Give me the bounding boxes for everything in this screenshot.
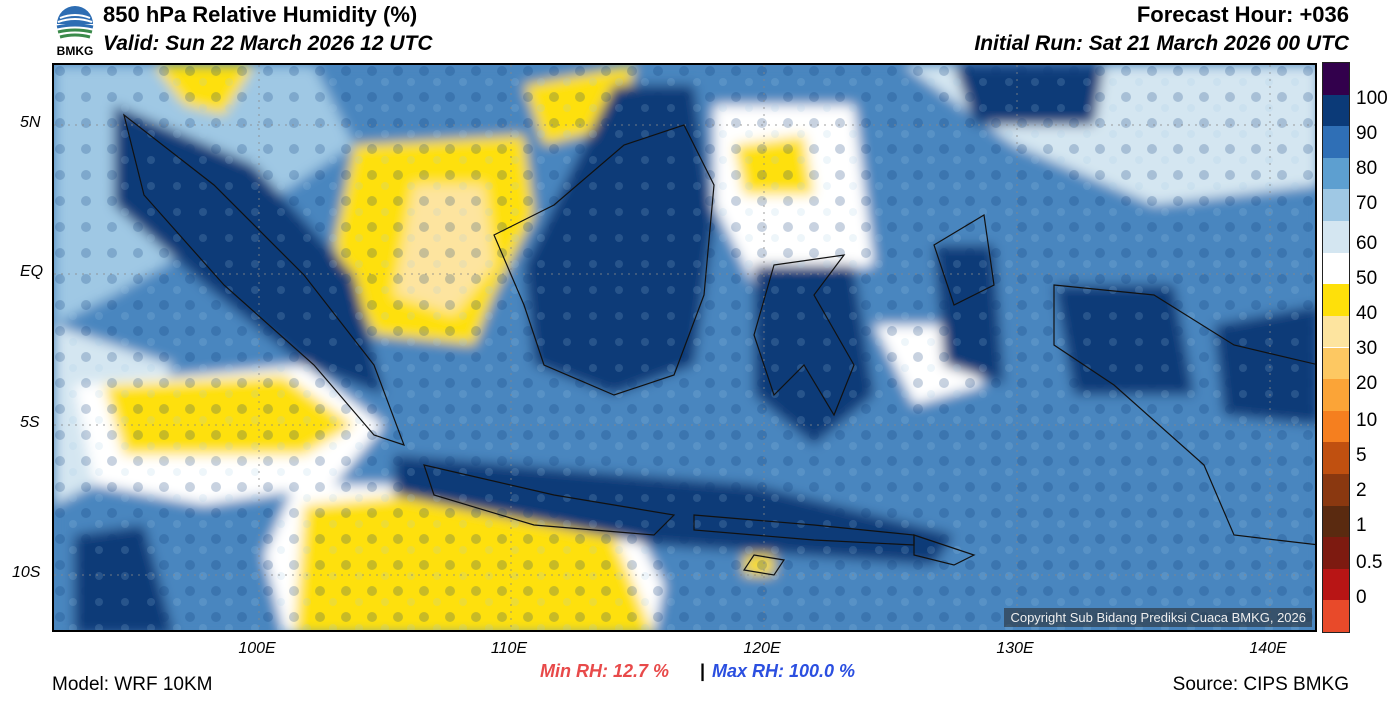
minmax-separator: | — [700, 661, 706, 681]
colorbar-segment — [1323, 284, 1349, 316]
lat-tick-5n: 5N — [20, 114, 41, 131]
copyright-notice: Copyright Sub Bidang Prediksi Cuaca BMKG… — [1004, 608, 1312, 627]
colorbar-segment — [1323, 600, 1349, 632]
lat-tick-5s: 5S — [20, 414, 40, 431]
colorbar-segment — [1323, 379, 1349, 411]
colorbar-label: 90 — [1356, 123, 1378, 144]
min-rh: Min RH: 12.7 % — [540, 661, 670, 681]
lon-tick-110e: 110E — [490, 640, 528, 657]
colorbar-segment — [1323, 537, 1349, 569]
lon-tick-140e: 140E — [1249, 640, 1287, 657]
colorbar-segment — [1323, 157, 1349, 190]
max-rh: Max RH: 100.0 % — [712, 661, 856, 681]
colorbar-label: 40 — [1356, 303, 1378, 324]
valid-time: Valid: Sun 22 March 2026 12 UTC — [103, 32, 433, 55]
colorbar-label: 50 — [1356, 268, 1378, 289]
colorbar-label: 5 — [1356, 445, 1367, 466]
colorbar-segment — [1323, 315, 1349, 348]
colorbar-label: 30 — [1356, 338, 1378, 359]
lat-tick-eq: EQ — [20, 263, 44, 280]
logo-text: BMKG — [56, 44, 94, 58]
colorbar-label: 60 — [1356, 233, 1378, 254]
lat-lon-grid — [54, 65, 1315, 630]
colorbar-segment — [1323, 189, 1349, 222]
colorbar-label: 0.5 — [1356, 552, 1383, 573]
colorbar-segment — [1323, 505, 1349, 538]
forecast-hour: Forecast Hour: +036 — [1136, 2, 1349, 27]
colorbar-label: 1 — [1356, 515, 1367, 536]
colorbar-segment — [1323, 442, 1349, 474]
colorbar-label: 0 — [1356, 587, 1367, 608]
model-label: Model: WRF 10KM — [52, 674, 213, 695]
bmkg-logo: BMKG — [52, 2, 98, 58]
colorbar-segment — [1323, 63, 1349, 95]
lon-tick-130e: 130E — [996, 640, 1034, 657]
colorbar-segment — [1323, 410, 1349, 443]
colorbar-segment — [1323, 221, 1349, 253]
colorbar-segment — [1323, 473, 1349, 506]
lon-tick-120e: 120E — [743, 640, 781, 657]
initial-run: Initial Run: Sat 21 March 2026 00 UTC — [974, 32, 1349, 55]
colorbar-segment — [1323, 568, 1349, 601]
coastlines — [122, 113, 1315, 576]
humidity-map: Copyright Sub Bidang Prediksi Cuaca BMKG… — [52, 63, 1317, 632]
colorbar-label: 20 — [1356, 373, 1378, 394]
colorbar-segment — [1323, 126, 1349, 158]
colorbar — [1322, 62, 1350, 633]
chart-title: 850 hPa Relative Humidity (%) — [103, 2, 418, 27]
colorbar-label: 80 — [1356, 158, 1378, 179]
colorbar-segment — [1323, 252, 1349, 285]
colorbar-label: 100 — [1356, 88, 1388, 109]
colorbar-label: 2 — [1356, 480, 1367, 501]
source-label: Source: CIPS BMKG — [1172, 674, 1349, 695]
lon-tick-100e: 100E — [238, 640, 276, 657]
colorbar-label: 10 — [1356, 410, 1378, 431]
colorbar-label: 70 — [1356, 193, 1378, 214]
lat-tick-10s: 10S — [12, 564, 41, 581]
colorbar-segment — [1323, 94, 1349, 127]
colorbar-segment — [1323, 347, 1349, 380]
